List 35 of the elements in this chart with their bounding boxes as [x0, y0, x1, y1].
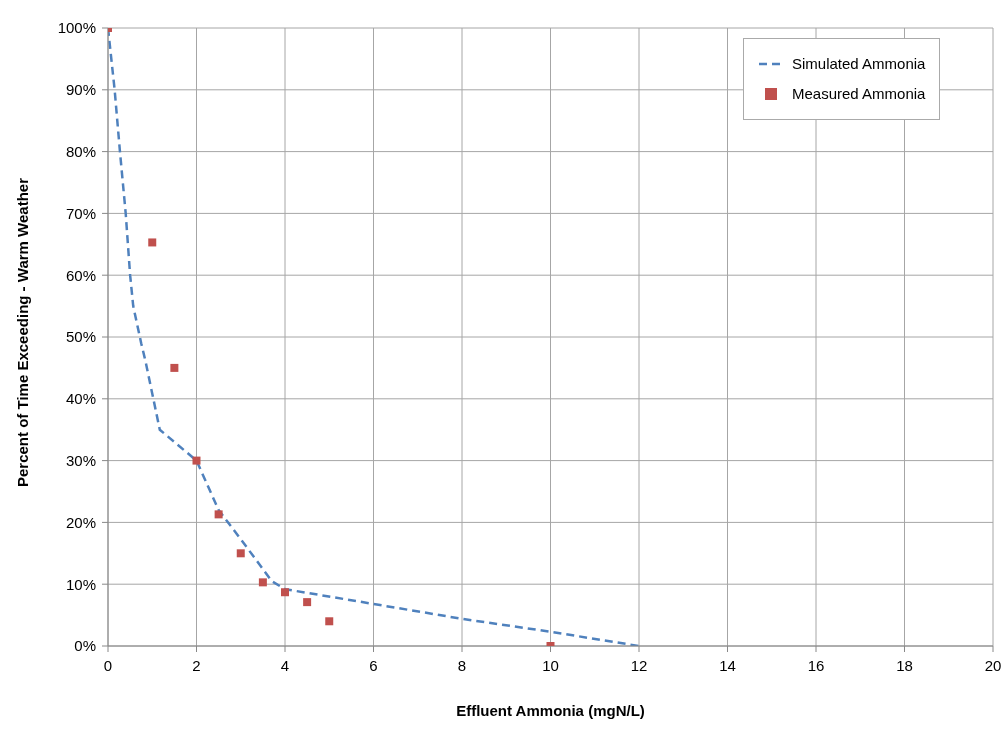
y-axis-title: Percent of Time Exceeding - Warm Weather [14, 177, 32, 487]
y-tick-label: 50% [65, 328, 96, 346]
point [148, 238, 157, 247]
point [303, 598, 312, 607]
y-tick-label: 20% [65, 513, 96, 531]
y-tick-label: 0% [74, 637, 96, 655]
x-tick-label: 18 [896, 656, 913, 674]
x-tick-label: 16 [807, 656, 825, 674]
y-tick-label: 60% [65, 266, 96, 284]
x-tick-label: 6 [369, 656, 378, 674]
y-tick-label: 40% [65, 390, 96, 408]
y-tick-label: 30% [65, 451, 96, 469]
point [325, 617, 334, 626]
x-tick-label: 8 [457, 656, 467, 674]
point [281, 588, 289, 597]
y-tick-label: 70% [65, 204, 96, 222]
point [214, 510, 223, 519]
y-tick-label: 80% [65, 142, 96, 160]
x-tick-label: 2 [192, 656, 201, 674]
x-tick-label: 4 [280, 656, 290, 674]
legend-label: Measured Ammonia [792, 84, 926, 104]
y-tick-label: 90% [65, 81, 96, 99]
point [236, 549, 245, 558]
point [170, 363, 179, 372]
x-tick-label: 14 [719, 656, 736, 674]
x-tick-label: 10 [542, 656, 559, 674]
point [192, 456, 201, 465]
x-tick-label: 12 [630, 656, 648, 674]
x-axis-title: Effluent Ammonia (mgN/L) [456, 702, 645, 719]
y-tick-label: 100% [57, 19, 96, 37]
y-tick-label: 10% [65, 575, 96, 593]
x-tick-label: 20 [984, 656, 1002, 674]
point [258, 578, 267, 587]
x-tick-label: 0 [103, 656, 113, 674]
legend-label: Simulated Ammonia [792, 54, 926, 74]
